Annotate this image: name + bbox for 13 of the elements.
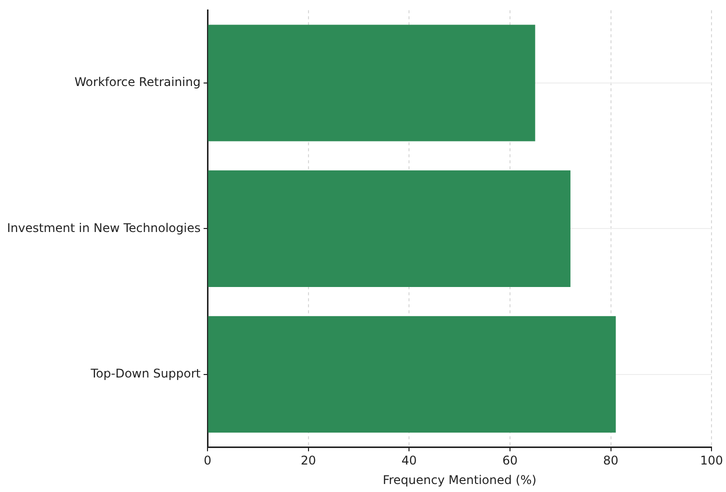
bar [208,170,570,287]
bar [208,316,616,433]
x-tick-label: 60 [502,454,518,468]
y-tick-label: Top-Down Support [90,366,201,380]
x-tick-label: 0 [204,454,212,468]
bar [208,24,536,142]
x-tick-label: 40 [402,454,417,468]
x-tick-label: 100 [700,454,723,468]
x-axis-title: Frequency Mentioned (%) [382,472,536,487]
x-tick-label: 80 [603,454,618,468]
x-tick-label: 20 [300,454,316,468]
y-tick-label: Workforce Retraining [74,75,201,90]
y-tick-label: Investment in New Technologies [6,220,201,235]
